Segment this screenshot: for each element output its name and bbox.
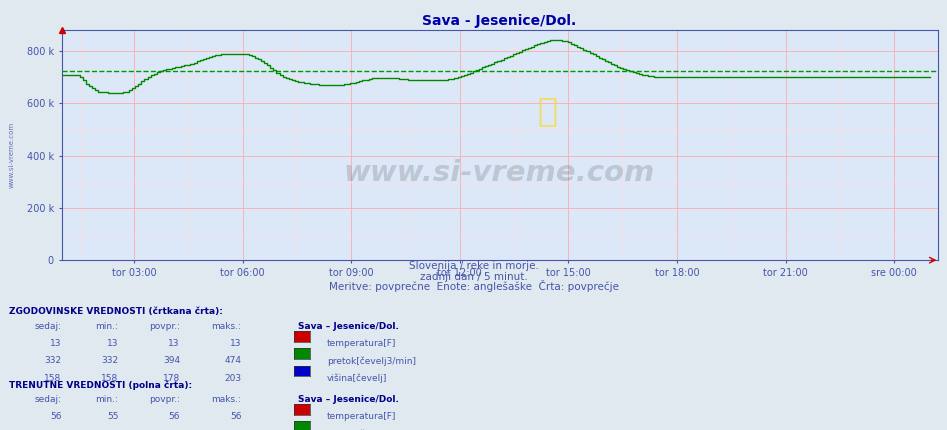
Text: 13: 13: [230, 339, 241, 348]
Text: TRENUTNE VREDNOSTI (polna črta):: TRENUTNE VREDNOSTI (polna črta):: [9, 381, 192, 390]
Text: 13: 13: [169, 339, 180, 348]
Text: 55: 55: [107, 412, 118, 421]
Text: maks.:: maks.:: [211, 322, 241, 331]
Text: Sava – Jesenice/Dol.: Sava – Jesenice/Dol.: [298, 395, 400, 404]
Text: Slovenija / reke in morje.: Slovenija / reke in morje.: [408, 261, 539, 271]
Text: 203: 203: [224, 374, 241, 383]
Text: 394: 394: [163, 356, 180, 366]
Text: min.:: min.:: [96, 395, 118, 404]
Text: 56: 56: [50, 412, 62, 421]
Text: sedaj:: sedaj:: [34, 395, 62, 404]
Text: 158: 158: [45, 374, 62, 383]
Text: 158: 158: [101, 374, 118, 383]
Text: pretok[čevelj3/min]: pretok[čevelj3/min]: [327, 356, 416, 366]
Text: temperatura[F]: temperatura[F]: [327, 339, 396, 348]
Text: ⬛: ⬛: [538, 94, 558, 127]
Text: 13: 13: [50, 339, 62, 348]
Text: višina[čevelj]: višina[čevelj]: [327, 374, 387, 383]
Text: povpr.:: povpr.:: [149, 322, 180, 331]
Text: maks.:: maks.:: [211, 395, 241, 404]
Text: ZGODOVINSKE VREDNOSTI (črtkana črta):: ZGODOVINSKE VREDNOSTI (črtkana črta):: [9, 307, 223, 316]
Text: zadnji dan / 5 minut.: zadnji dan / 5 minut.: [420, 271, 527, 282]
Text: 56: 56: [230, 412, 241, 421]
Text: sedaj:: sedaj:: [34, 322, 62, 331]
Text: 332: 332: [101, 356, 118, 366]
Text: www.si-vreme.com: www.si-vreme.com: [9, 122, 14, 188]
Text: www.si-vreme.com: www.si-vreme.com: [344, 159, 655, 187]
Title: Sava - Jesenice/Dol.: Sava - Jesenice/Dol.: [422, 13, 577, 28]
Text: 178: 178: [163, 374, 180, 383]
Text: temperatura[F]: temperatura[F]: [327, 412, 396, 421]
Text: 474: 474: [224, 356, 241, 366]
Text: Meritve: povprečne  Enote: anglešaške  Črta: povprečje: Meritve: povprečne Enote: anglešaške Črt…: [329, 280, 618, 292]
Text: povpr.:: povpr.:: [149, 395, 180, 404]
Text: 13: 13: [107, 339, 118, 348]
Text: 332: 332: [45, 356, 62, 366]
Text: Sava – Jesenice/Dol.: Sava – Jesenice/Dol.: [298, 322, 400, 331]
Text: min.:: min.:: [96, 322, 118, 331]
Text: 56: 56: [169, 412, 180, 421]
